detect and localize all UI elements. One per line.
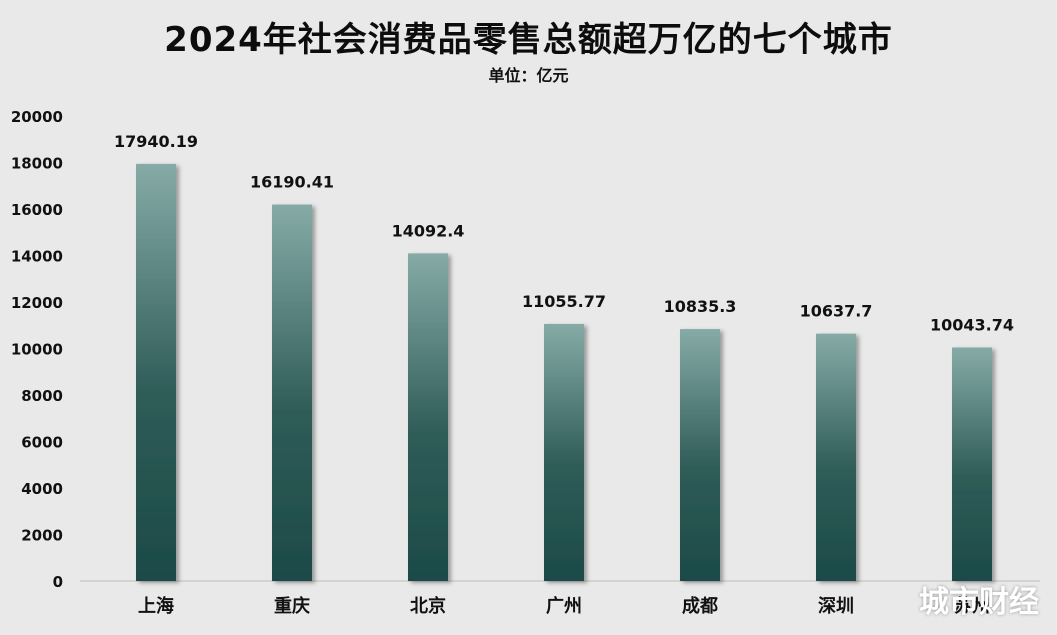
bar [816,333,856,581]
y-tick-label: 4000 [21,480,63,498]
data-label: 16190.41 [250,173,334,192]
data-label: 10835.3 [664,297,737,316]
data-label: 11055.77 [522,292,606,311]
y-tick-label: 12000 [11,294,63,312]
data-label: 10043.74 [930,315,1014,334]
y-tick-label: 0 [53,573,63,591]
x-tick-label: 苏州 [954,595,990,617]
data-label: 17940.19 [114,132,198,151]
x-tick-label: 重庆 [274,595,310,617]
chart-title: 2024年社会消费品零售总额超万亿的七个城市 [164,20,893,60]
x-tick-label: 成都 [682,595,718,617]
data-label: 10637.7 [800,302,873,321]
x-tick-label: 上海 [138,595,174,617]
y-tick-label: 6000 [21,434,63,452]
y-tick-label: 8000 [21,387,63,405]
bar [680,329,720,581]
data-label: 14092.4 [392,221,465,240]
x-tick-label: 深圳 [818,595,854,617]
x-tick-label: 广州 [546,595,582,617]
bar [408,253,448,582]
chart-subtitle: 单位：亿元 [488,66,569,85]
y-tick-label: 18000 [11,155,63,173]
y-tick-label: 14000 [11,248,63,266]
watermark: 城市财经 [919,585,1039,620]
y-tick-label: 16000 [11,201,63,219]
y-tick-label: 20000 [11,108,63,126]
bar [272,204,312,581]
bar [544,323,584,581]
bar [952,347,992,581]
bar [136,163,176,582]
x-tick-label: 北京 [410,595,446,617]
y-tick-label: 10000 [11,341,63,359]
y-tick-label: 2000 [21,527,63,545]
